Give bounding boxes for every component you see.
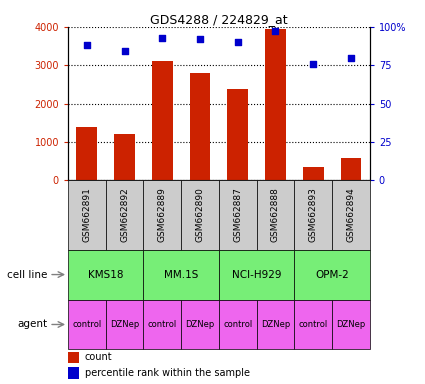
Bar <box>303 167 323 180</box>
Bar <box>181 180 219 250</box>
Text: OPM-2: OPM-2 <box>315 270 349 280</box>
Bar <box>68 180 106 250</box>
Text: GSM662892: GSM662892 <box>120 188 129 242</box>
Text: control: control <box>72 320 102 329</box>
Bar <box>219 250 294 300</box>
Point <box>159 35 166 41</box>
Text: DZNep: DZNep <box>261 320 290 329</box>
Bar <box>265 29 286 180</box>
Point <box>348 55 354 61</box>
Bar <box>294 300 332 349</box>
Point <box>197 36 204 42</box>
Text: DZNep: DZNep <box>185 320 215 329</box>
Bar <box>106 300 143 349</box>
Bar <box>68 250 143 300</box>
Text: count: count <box>85 353 112 362</box>
Bar <box>152 61 173 180</box>
Text: GSM662893: GSM662893 <box>309 188 317 242</box>
Text: MM.1S: MM.1S <box>164 270 198 280</box>
Point <box>121 48 128 55</box>
Bar <box>332 300 370 349</box>
Text: agent: agent <box>17 319 47 329</box>
Bar <box>76 127 97 180</box>
Bar <box>106 180 143 250</box>
Text: percentile rank within the sample: percentile rank within the sample <box>85 368 249 378</box>
Bar <box>143 300 181 349</box>
Bar <box>340 158 361 180</box>
Bar <box>219 300 257 349</box>
Bar <box>181 300 219 349</box>
Text: DZNep: DZNep <box>110 320 139 329</box>
Text: GSM662894: GSM662894 <box>346 188 355 242</box>
Text: GSM662889: GSM662889 <box>158 188 167 242</box>
Bar <box>143 250 219 300</box>
Text: control: control <box>298 320 328 329</box>
Bar <box>257 300 294 349</box>
Bar <box>114 134 135 180</box>
Bar <box>68 367 79 379</box>
Text: GSM662890: GSM662890 <box>196 188 204 242</box>
Bar <box>257 180 294 250</box>
Bar <box>227 89 248 180</box>
Bar <box>143 180 181 250</box>
Point <box>83 42 90 48</box>
Bar <box>68 352 79 363</box>
Bar <box>332 180 370 250</box>
Title: GDS4288 / 224829_at: GDS4288 / 224829_at <box>150 13 288 26</box>
Text: cell line: cell line <box>7 270 47 280</box>
Text: DZNep: DZNep <box>336 320 366 329</box>
Text: control: control <box>147 320 177 329</box>
Text: control: control <box>223 320 252 329</box>
Bar <box>294 180 332 250</box>
Text: GSM662891: GSM662891 <box>82 188 91 242</box>
Point <box>234 39 241 45</box>
Text: GSM662888: GSM662888 <box>271 188 280 242</box>
Bar <box>190 73 210 180</box>
Text: KMS18: KMS18 <box>88 270 124 280</box>
Text: GSM662887: GSM662887 <box>233 188 242 242</box>
Bar <box>294 250 370 300</box>
Bar <box>219 180 257 250</box>
Point <box>272 28 279 35</box>
Bar <box>68 300 106 349</box>
Text: NCI-H929: NCI-H929 <box>232 270 281 280</box>
Point <box>310 61 317 67</box>
